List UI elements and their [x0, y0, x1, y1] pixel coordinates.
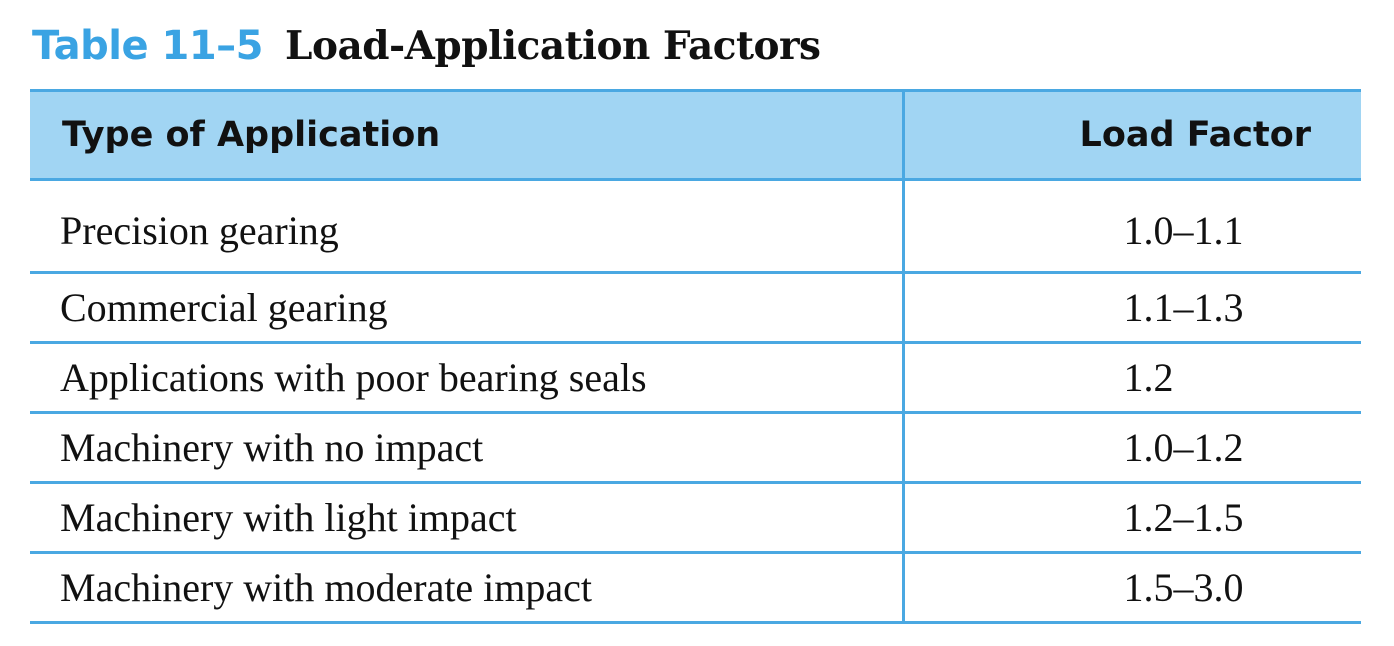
application-cell: Commercial gearing	[30, 272, 905, 344]
table-row: Precision gearing 1.0–1.1	[30, 179, 1361, 274]
load-factor-cell: 1.2–1.5	[903, 482, 1361, 554]
table-number: Table 11–5	[32, 23, 264, 69]
load-factor-cell: 1.1–1.3	[903, 272, 1361, 344]
column-header-load-factor: Load Factor	[903, 89, 1361, 181]
load-factor-cell: 1.5–3.0	[903, 552, 1361, 624]
table-row: Machinery with no impact 1.0–1.2	[30, 412, 1361, 484]
application-cell: Machinery with moderate impact	[30, 552, 905, 624]
table-header-row: Type of Application Load Factor	[30, 89, 1361, 181]
load-factor-cell: 1.0–1.1	[903, 179, 1361, 274]
application-cell: Machinery with no impact	[30, 412, 905, 484]
table-row: Machinery with moderate impact 1.5–3.0	[30, 552, 1361, 624]
table-row: Commercial gearing 1.1–1.3	[30, 272, 1361, 344]
load-factor-table: Type of Application Load Factor Precisio…	[30, 89, 1361, 624]
table-title: Load-Application Factors	[285, 23, 821, 69]
load-factor-cell: 1.2	[903, 342, 1361, 414]
column-header-application: Type of Application	[30, 89, 905, 181]
application-cell: Precision gearing	[30, 179, 905, 274]
table-caption: Table 11–5 Load-Application Factors	[32, 14, 821, 78]
application-cell: Applications with poor bearing seals	[30, 342, 905, 414]
load-factor-cell: 1.0–1.2	[903, 412, 1361, 484]
application-cell: Machinery with light impact	[30, 482, 905, 554]
table-row: Applications with poor bearing seals 1.2	[30, 342, 1361, 414]
table-row: Machinery with light impact 1.2–1.5	[30, 482, 1361, 554]
